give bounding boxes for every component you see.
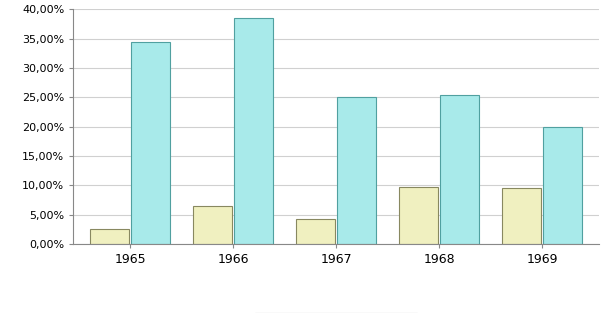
Bar — [440, 95, 479, 244]
Bar — [337, 97, 376, 244]
Bar — [131, 42, 170, 244]
Bar — [399, 187, 438, 244]
Bar — [193, 206, 232, 244]
Bar — [296, 219, 335, 244]
Bar — [234, 18, 273, 244]
Bar — [502, 188, 541, 244]
Bar — [543, 127, 582, 244]
Bar — [90, 229, 129, 244]
